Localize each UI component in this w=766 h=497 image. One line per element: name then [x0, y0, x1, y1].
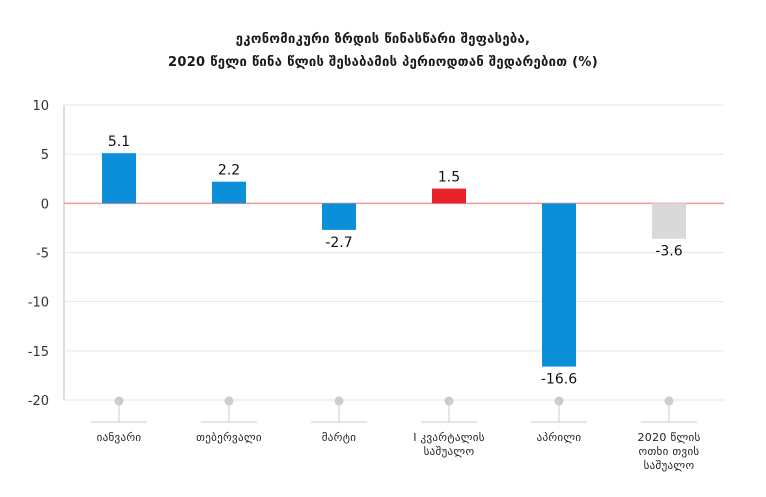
x-tick-label: აპრილი [537, 431, 582, 444]
y-tick-label: -15 [28, 345, 49, 360]
bar [322, 203, 356, 230]
y-tick-label: 5 [41, 148, 49, 163]
x-tick-label: საშუალო [644, 459, 695, 472]
category-marker-dot [334, 396, 344, 406]
bar [652, 203, 686, 239]
x-tick-label: 2020 წლის [637, 431, 700, 444]
y-tick-label: 0 [41, 197, 49, 212]
data-label: 5.1 [108, 134, 130, 150]
data-label: -2.7 [325, 235, 352, 251]
y-tick-label: -20 [28, 394, 49, 409]
data-label: -3.6 [655, 244, 682, 260]
x-tick-label: საშუალო [424, 445, 475, 458]
x-tick-label: იანვარი [97, 431, 142, 444]
y-tick-label: -10 [28, 296, 49, 311]
bar [102, 153, 136, 204]
bar [432, 188, 466, 204]
category-marker-dot [224, 396, 234, 406]
bar [212, 181, 246, 204]
x-tick-label: I კვარტალის [413, 431, 485, 444]
category-marker-dot [114, 396, 124, 406]
x-tick-label: ოთხი თვის [639, 445, 700, 458]
x-tick-label: თებერვალი [196, 431, 262, 444]
category-marker-dot [444, 396, 454, 406]
data-label: -16.6 [541, 372, 577, 388]
category-marker-dot [664, 396, 674, 406]
chart-title-line-1: ეკონომიკური ზრდის წინასწარი შეფასება, [235, 32, 531, 47]
bar [542, 203, 576, 367]
y-tick-label: 10 [32, 99, 49, 114]
y-tick-label: -5 [36, 247, 49, 262]
data-label: 2.2 [218, 163, 240, 179]
data-label: 1.5 [438, 170, 460, 186]
category-marker-dot [554, 396, 564, 406]
x-tick-label: მარტი [322, 431, 356, 444]
chart-title-line-2: 2020 წელი წინა წლის შესაბამის პერიოდთან … [168, 55, 598, 70]
